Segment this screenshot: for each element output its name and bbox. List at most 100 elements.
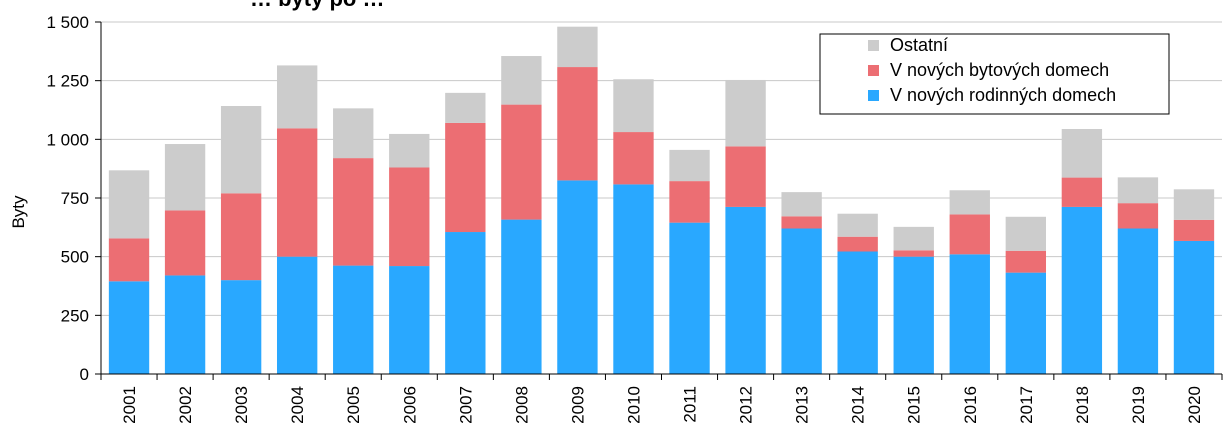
- bar-2015-series-0: [893, 256, 934, 374]
- y-axis-label: Byty: [9, 195, 28, 229]
- legend-swatch-0: [868, 40, 879, 51]
- bar-2005-series-1: [333, 158, 374, 266]
- bar-2006-series-2: [389, 133, 430, 168]
- bar-2008-series-2: [501, 56, 542, 105]
- legend-label-1: V nových bytových domech: [890, 60, 1109, 80]
- bar-2008-series-1: [501, 104, 542, 220]
- bar-2009-series-1: [557, 67, 598, 181]
- y-tick-label-1500: 1 500: [46, 13, 89, 32]
- bar-2007-series-1: [445, 122, 486, 233]
- bar-2002-series-1: [164, 210, 206, 276]
- y-tick-label-500: 500: [61, 248, 89, 267]
- bar-2019-series-2: [1117, 177, 1159, 204]
- x-tick-label-2008: 2008: [512, 386, 531, 424]
- x-tick-label-2012: 2012: [737, 386, 756, 424]
- bar-2016-series-2: [949, 190, 990, 215]
- bar-2017-series-1: [1005, 250, 1047, 273]
- bar-2013-series-2: [781, 192, 822, 217]
- x-tick-label-2018: 2018: [1073, 386, 1092, 424]
- x-tick-label-2006: 2006: [400, 386, 419, 424]
- y-tick-label-0: 0: [80, 365, 89, 384]
- y-tick-label-750: 750: [61, 189, 89, 208]
- legend-label-2: V nových rodinných domech: [890, 85, 1116, 105]
- bar-2003-series-2: [220, 106, 262, 194]
- bar-2001-series-2: [108, 170, 150, 239]
- x-tick-label-2001: 2001: [120, 386, 139, 424]
- bars: [108, 26, 1215, 374]
- x-axis: 2001 2002 2003 2004 2005 2006 2007 2008 2009 2010…: [100, 373, 1223, 424]
- x-tick-label-2015: 2015: [905, 386, 924, 424]
- bar-2004-series-1: [276, 128, 318, 257]
- x-tick-label-2002: 2002: [176, 386, 195, 424]
- x-tick-label-2013: 2013: [793, 386, 812, 424]
- bar-2003-series-0: [220, 280, 262, 374]
- bar-2011-series-0: [669, 222, 710, 374]
- bar-2011-series-1: [669, 181, 710, 223]
- bar-2010-series-2: [613, 79, 654, 133]
- bar-2020-series-0: [1173, 240, 1215, 374]
- bar-2018-series-2: [1061, 129, 1103, 178]
- x-tick-label-2014: 2014: [849, 386, 868, 424]
- legend-swatch-1: [868, 65, 879, 76]
- legend-label-0: Ostatní: [890, 35, 948, 55]
- bar-2004-series-0: [276, 256, 318, 374]
- bar-2015-series-2: [893, 226, 934, 251]
- bar-2007-series-2: [445, 92, 486, 123]
- bar-2018-series-0: [1061, 206, 1103, 374]
- x-tick-label-2004: 2004: [288, 386, 307, 424]
- bar-2010-series-0: [613, 184, 654, 374]
- bar-2014-series-2: [837, 213, 878, 237]
- x-tick-label-2020: 2020: [1185, 386, 1204, 424]
- x-tick-label-2003: 2003: [232, 386, 251, 424]
- bar-2017-series-0: [1005, 272, 1047, 374]
- bar-2005-series-2: [333, 108, 374, 159]
- bar-2009-series-0: [557, 180, 598, 374]
- bar-2013-series-0: [781, 228, 822, 374]
- bar-2017-series-2: [1005, 216, 1047, 251]
- bar-2005-series-0: [333, 265, 374, 374]
- bar-2001-series-0: [108, 281, 150, 374]
- x-tick-label-2005: 2005: [344, 386, 363, 424]
- bar-2007-series-0: [445, 232, 486, 374]
- bar-2010-series-1: [613, 132, 654, 185]
- bar-2004-series-2: [276, 65, 318, 129]
- x-tick-label-2010: 2010: [624, 386, 643, 424]
- bar-2001-series-1: [108, 238, 150, 282]
- bar-2016-series-1: [949, 214, 990, 255]
- y-tick-label-1000: 1 000: [46, 130, 89, 149]
- bar-2006-series-0: [389, 266, 430, 374]
- x-tick-label-2019: 2019: [1129, 386, 1148, 424]
- bar-2008-series-0: [501, 219, 542, 374]
- legend-swatch-2: [868, 90, 879, 101]
- x-tick-label-2009: 2009: [568, 386, 587, 424]
- y-tick-label-250: 250: [61, 306, 89, 325]
- bar-2020-series-1: [1173, 219, 1215, 241]
- bar-2015-series-1: [893, 250, 934, 257]
- bar-2012-series-0: [725, 206, 766, 374]
- bar-2002-series-2: [164, 144, 206, 211]
- bar-2019-series-1: [1117, 203, 1159, 229]
- bar-2018-series-1: [1061, 177, 1103, 207]
- bar-2019-series-0: [1117, 228, 1159, 374]
- legend: Ostatní V nových bytových domech V nových …: [819, 33, 1170, 115]
- x-tick-label-2011: 2011: [681, 386, 700, 423]
- bar-2012-series-2: [725, 79, 766, 147]
- bar-2014-series-1: [837, 236, 878, 252]
- chart-title: … byty po …: [250, 0, 384, 11]
- y-axis: 0 250 500 750 1 000 1 250 1 500: [46, 13, 102, 384]
- bar-2003-series-1: [220, 193, 262, 281]
- bar-2002-series-0: [164, 275, 206, 374]
- x-tick-label-2016: 2016: [961, 386, 980, 424]
- bar-2009-series-2: [557, 26, 598, 68]
- bar-2016-series-0: [949, 254, 990, 374]
- bar-2013-series-1: [781, 216, 822, 229]
- bar-2006-series-1: [389, 167, 430, 267]
- y-tick-label-1250: 1 250: [46, 72, 89, 91]
- bar-2014-series-0: [837, 251, 878, 374]
- bar-2011-series-2: [669, 149, 710, 182]
- bar-2012-series-1: [725, 146, 766, 207]
- bar-2020-series-2: [1173, 189, 1215, 220]
- x-tick-label-2017: 2017: [1017, 386, 1036, 424]
- x-tick-label-2007: 2007: [456, 386, 475, 424]
